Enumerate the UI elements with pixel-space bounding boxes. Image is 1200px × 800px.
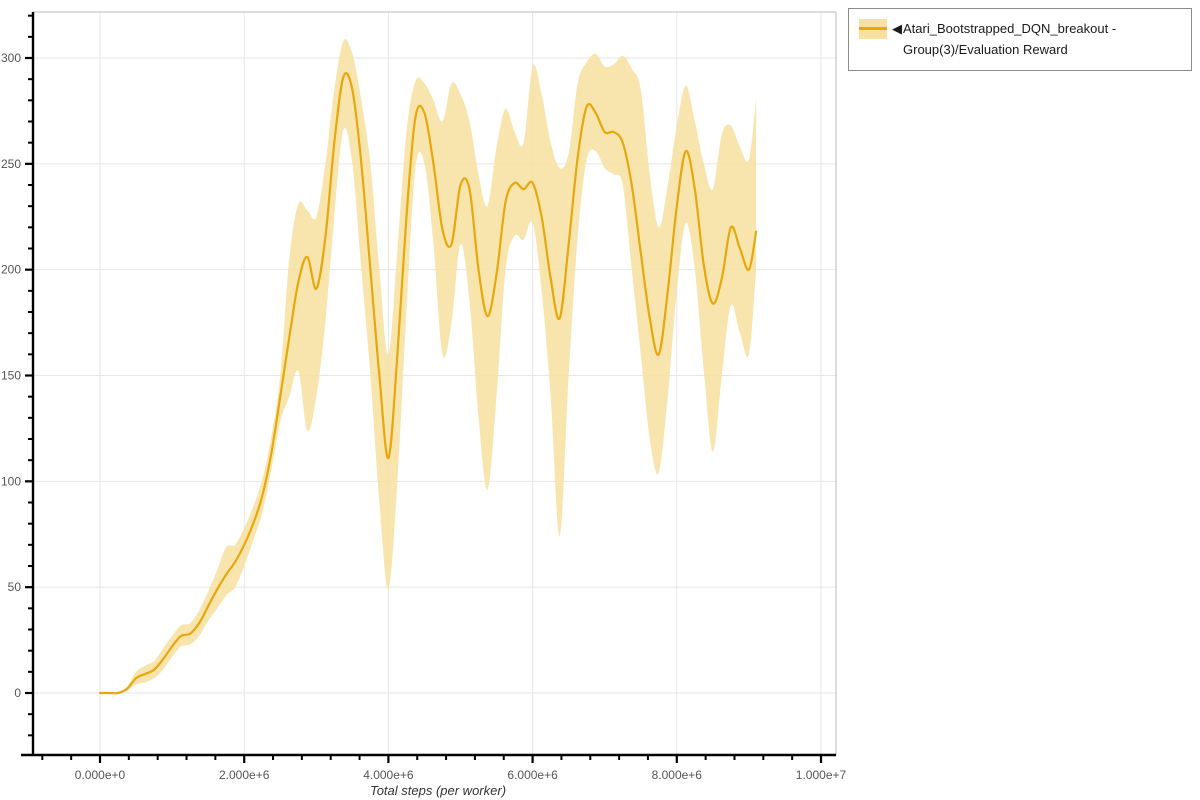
x-axis-title: Total steps (per worker) bbox=[370, 783, 506, 798]
y-tick-label: 150 bbox=[1, 369, 21, 383]
confidence-band bbox=[100, 39, 757, 694]
y-tick-label: 50 bbox=[8, 580, 22, 594]
y-tick-label: 0 bbox=[14, 686, 21, 700]
legend-marker-icon: ◀ bbox=[892, 21, 902, 36]
axis-tick-labels: 0 50 100 150 200 250 300 0.000e+0 2.000e+6 4.000e… bbox=[1, 51, 847, 782]
y-tick-label: 200 bbox=[1, 263, 21, 277]
legend-entry-label: Atari_Bootstrapped_DQN_breakout - Group(… bbox=[903, 21, 1117, 58]
x-tick-label: 8.000e+6 bbox=[652, 768, 703, 782]
y-tick-label: 100 bbox=[1, 474, 21, 488]
series-mean-line bbox=[98, 72, 758, 695]
chart-legend[interactable]: ◀ Atari_Bootstrapped_DQN_breakout - Grou… bbox=[848, 8, 1192, 71]
series-line bbox=[98, 72, 758, 695]
x-tick-label: 6.000e+6 bbox=[507, 768, 558, 782]
x-tick-label: 0.000e+0 bbox=[75, 768, 126, 782]
x-tick-label: 1.000e+7 bbox=[796, 768, 847, 782]
legend-color-swatch bbox=[859, 19, 887, 39]
axis-ticks bbox=[25, 14, 823, 763]
y-tick-label: 250 bbox=[1, 157, 21, 171]
y-tick-label: 300 bbox=[1, 51, 21, 65]
legend-swatch-line bbox=[859, 27, 887, 30]
x-tick-label: 2.000e+6 bbox=[219, 768, 270, 782]
legend-entry[interactable]: ◀ Atari_Bootstrapped_DQN_breakout - Grou… bbox=[892, 18, 1185, 61]
series-confidence-band bbox=[100, 39, 757, 694]
x-tick-label: 4.000e+6 bbox=[363, 768, 414, 782]
